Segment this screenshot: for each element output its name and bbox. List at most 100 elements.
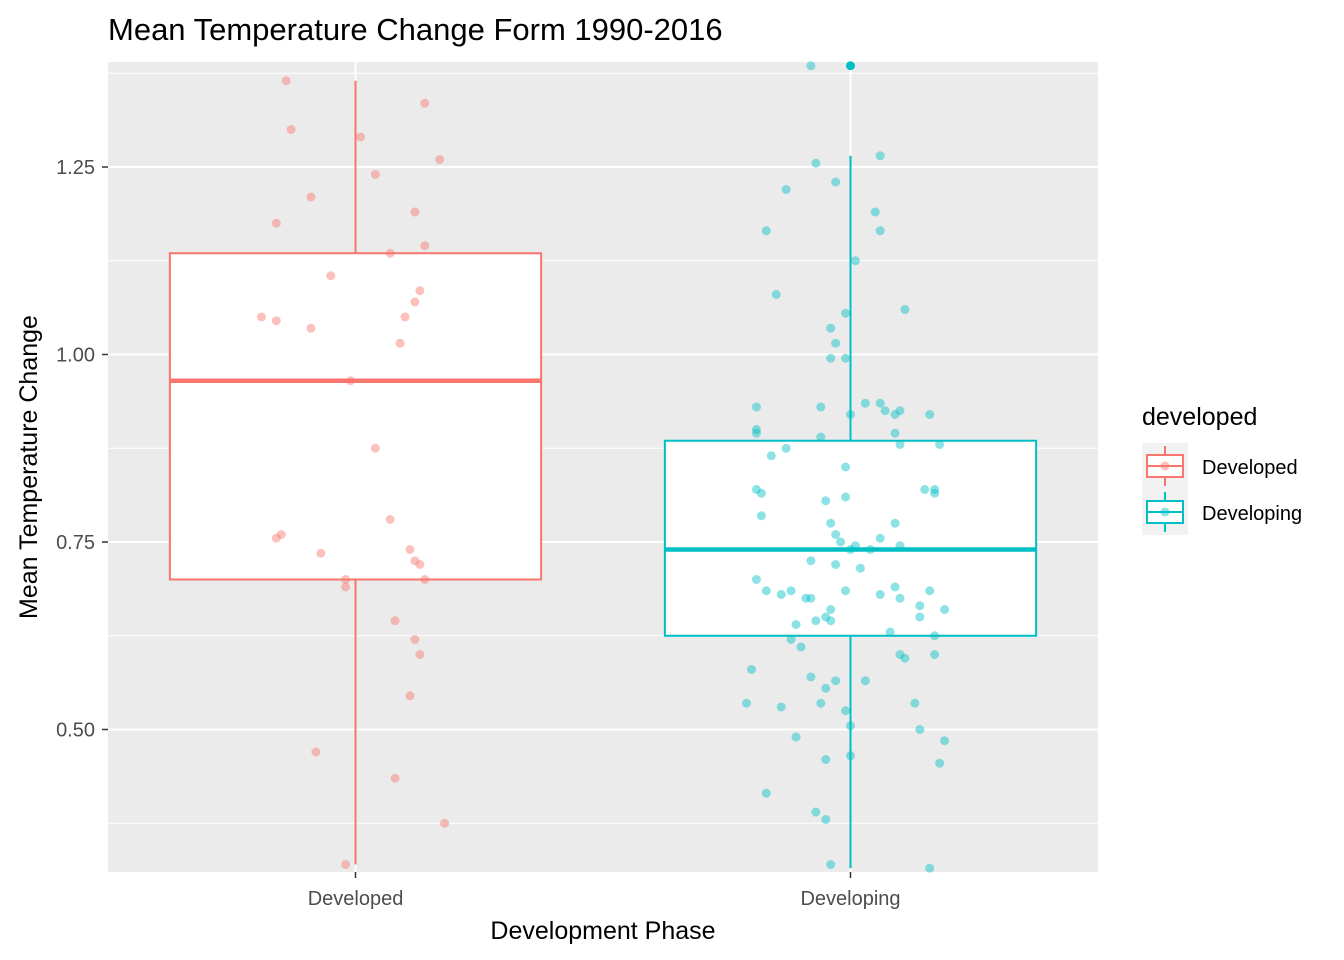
- data-point: [276, 530, 286, 539]
- data-point: [841, 308, 851, 318]
- data-point: [271, 533, 281, 543]
- data-point: [355, 132, 365, 142]
- legend-key-point: [1160, 507, 1170, 517]
- data-point: [875, 151, 885, 161]
- data-point: [826, 353, 836, 363]
- box-body: [168, 252, 543, 581]
- data-point: [925, 863, 935, 873]
- legend-key-point: [1160, 461, 1170, 471]
- data-point: [940, 736, 950, 746]
- data-point: [826, 323, 836, 333]
- data-point: [841, 492, 851, 502]
- data-point: [390, 773, 400, 783]
- data-point: [811, 807, 821, 817]
- x-tick-label: Developing: [800, 888, 900, 910]
- y-tick-label: 1.25: [56, 157, 95, 179]
- data-point: [925, 586, 935, 596]
- data-point: [751, 485, 761, 494]
- data-point: [826, 860, 836, 869]
- axis-layer: 0.50 0.75 1.00 1.25 Developed Developing: [56, 157, 900, 910]
- data-point: [405, 691, 415, 701]
- data-point: [806, 556, 816, 566]
- data-point: [816, 432, 826, 442]
- data-point: [256, 312, 266, 322]
- data-point: [831, 338, 841, 348]
- y-axis-title: Mean Temperature Change: [15, 315, 43, 619]
- data-point: [751, 425, 761, 434]
- data-point: [930, 650, 940, 659]
- data-point: [271, 218, 281, 228]
- x-tick-label: Developed: [308, 888, 404, 910]
- data-point: [821, 496, 831, 506]
- data-point: [776, 702, 786, 712]
- data-point: [826, 605, 836, 614]
- data-point: [821, 683, 831, 693]
- box-layer: [168, 61, 1038, 869]
- point-layer: [256, 61, 950, 873]
- data-point: [771, 290, 781, 299]
- data-point: [895, 593, 905, 603]
- data-point: [346, 376, 356, 386]
- data-point: [920, 485, 930, 494]
- data-point: [846, 410, 855, 419]
- data-point: [885, 627, 895, 637]
- data-point: [880, 406, 890, 416]
- legend-item-developing: Developing: [1142, 489, 1302, 535]
- data-point: [415, 650, 425, 659]
- data-point: [806, 672, 816, 682]
- data-point: [420, 575, 430, 584]
- data-point: [846, 721, 855, 731]
- data-point: [890, 582, 900, 592]
- data-point: [915, 725, 925, 734]
- data-point: [850, 256, 860, 266]
- data-point: [395, 338, 405, 348]
- data-point: [410, 635, 420, 644]
- y-tick-label: 1.00: [56, 345, 95, 367]
- data-point: [791, 732, 801, 742]
- data-point: [826, 616, 836, 626]
- legend-label: Developing: [1202, 503, 1302, 525]
- data-point: [751, 402, 761, 412]
- data-point: [850, 541, 860, 551]
- data-point: [900, 305, 910, 314]
- data-point: [781, 185, 791, 194]
- data-point: [806, 61, 816, 71]
- chart-title: Mean Temperature Change Form 1990-2016: [108, 12, 723, 47]
- data-point: [742, 698, 752, 708]
- data-point: [390, 616, 400, 626]
- data-point: [875, 226, 885, 236]
- data-point: [826, 518, 836, 528]
- data-point: [915, 612, 925, 622]
- data-point: [751, 575, 761, 584]
- data-point: [271, 316, 281, 326]
- data-point: [855, 563, 865, 573]
- data-point: [415, 560, 425, 569]
- legend: developed Developed Developing: [1142, 403, 1302, 535]
- data-point: [865, 545, 875, 554]
- data-point: [781, 443, 791, 453]
- data-point: [831, 177, 841, 187]
- data-point: [776, 590, 786, 599]
- data-point: [410, 207, 420, 217]
- data-point: [915, 601, 925, 611]
- data-point: [306, 192, 316, 202]
- data-point: [420, 241, 430, 251]
- box-body: [663, 439, 1038, 637]
- box-developing: [663, 61, 1038, 869]
- data-point: [935, 758, 945, 768]
- data-point: [875, 398, 885, 408]
- data-point: [930, 631, 940, 641]
- data-point: [870, 207, 880, 217]
- data-point: [405, 545, 415, 554]
- data-point: [791, 620, 801, 629]
- data-point: [895, 650, 905, 659]
- data-point: [841, 462, 851, 472]
- data-point: [440, 818, 450, 828]
- data-point: [761, 586, 771, 596]
- box-developed: [168, 80, 543, 865]
- data-point: [875, 533, 885, 543]
- data-point: [821, 755, 831, 764]
- data-point: [846, 751, 855, 761]
- data-point: [786, 586, 796, 596]
- data-point: [811, 158, 821, 168]
